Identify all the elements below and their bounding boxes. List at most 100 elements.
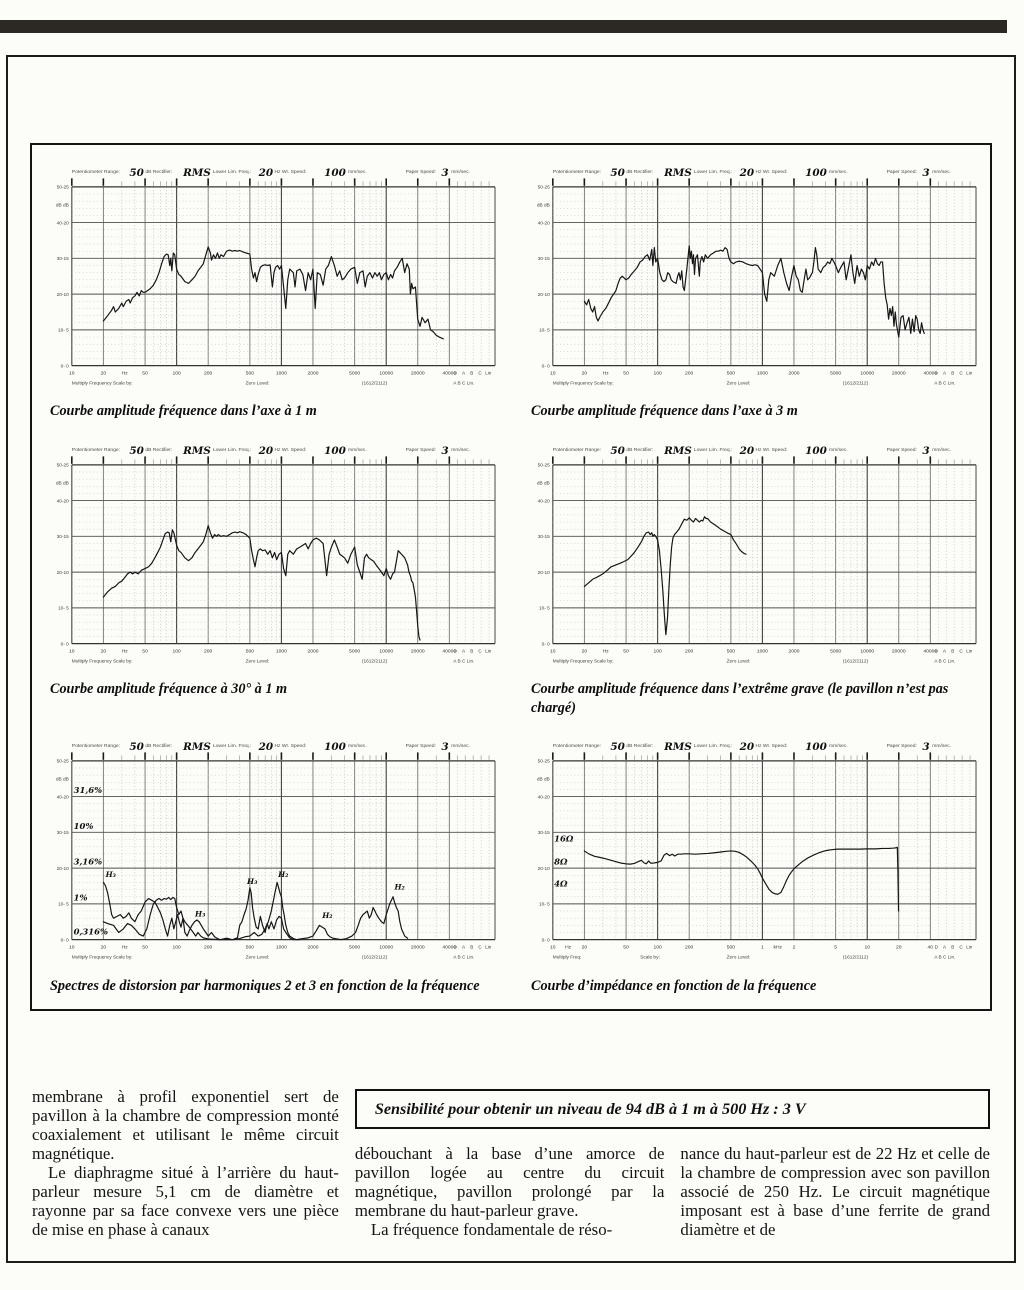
article-text: membrane à profil exponentiel sert de pa…: [32, 1087, 990, 1239]
svg-text:50-25: 50-25: [57, 462, 70, 468]
svg-text:mm/sec.: mm/sec.: [451, 169, 470, 175]
svg-text:2000: 2000: [788, 371, 799, 377]
svg-text:10000: 10000: [379, 371, 393, 377]
svg-text:20: 20: [258, 741, 274, 753]
svg-text:5000: 5000: [349, 945, 360, 951]
svg-text:200: 200: [204, 648, 213, 654]
svg-text:Zero Level:: Zero Level:: [246, 955, 270, 961]
svg-text:30-15: 30-15: [57, 256, 70, 262]
svg-text:50-25: 50-25: [538, 185, 551, 191]
chart-plot-on-axis-3m: Potentiometer Range: 50 dB Rectifier: RMS Lo…: [537, 167, 977, 387]
svg-text:30-15: 30-15: [538, 830, 551, 836]
svg-text:100: 100: [172, 945, 181, 951]
svg-text:100: 100: [324, 167, 347, 179]
svg-text:RMS: RMS: [182, 741, 211, 753]
top-divider-bar: [0, 20, 1007, 33]
svg-text:40: 40: [928, 945, 934, 951]
svg-text:(1612/2112): (1612/2112): [843, 955, 869, 961]
chart-frequency-response-30deg-1m: Potentiometer Range: 50 dB Rectifier: RMS Lo…: [42, 439, 499, 717]
svg-text:10: 10: [69, 648, 75, 654]
svg-text:10%: 10%: [74, 821, 94, 831]
svg-text:D: D: [454, 648, 458, 653]
svg-text:B: B: [470, 648, 473, 653]
svg-text:Paper Speed:: Paper Speed:: [887, 743, 917, 749]
svg-text:200: 200: [685, 648, 694, 654]
svg-text:200: 200: [204, 371, 213, 377]
svg-text:20-10: 20-10: [57, 570, 70, 576]
chart-plot-distortion: Potentiometer Range: 50 dB Rectifier: RMS Lo…: [56, 741, 496, 961]
svg-text:C: C: [478, 371, 482, 376]
svg-text:10: 10: [550, 371, 556, 377]
svg-text:Lin: Lin: [966, 371, 973, 376]
svg-text:40-20: 40-20: [538, 498, 551, 504]
svg-text:10- 5: 10- 5: [539, 902, 550, 908]
svg-text:50: 50: [129, 445, 144, 457]
svg-text:A: A: [462, 648, 466, 653]
chart-caption: Courbe amplitude fréquence dans l’axe à …: [50, 403, 317, 420]
svg-text:Multiply Frequency Scale by:: Multiply Frequency Scale by:: [72, 658, 133, 664]
chart-plot-low-end: Potentiometer Range: 50 dB Rectifier: RMS Lo…: [537, 445, 977, 664]
svg-text:Lin: Lin: [485, 648, 492, 653]
svg-text:1000: 1000: [276, 371, 287, 377]
svg-text:50: 50: [623, 648, 629, 654]
svg-text:RMS: RMS: [663, 167, 692, 179]
svg-text:10000: 10000: [860, 648, 874, 654]
svg-text:mm/sec.: mm/sec.: [829, 169, 848, 175]
svg-text:A: A: [943, 945, 947, 950]
svg-text:H₃: H₃: [246, 877, 258, 886]
svg-text:Lower Lim. Freq.:: Lower Lim. Freq.:: [213, 743, 252, 749]
svg-text:dB dB: dB dB: [56, 480, 69, 486]
svg-text:1000: 1000: [276, 945, 287, 951]
svg-text:B: B: [951, 945, 954, 950]
svg-text:3: 3: [441, 445, 448, 457]
svg-text:H₂: H₂: [394, 883, 406, 892]
svg-text:50: 50: [610, 741, 625, 753]
chart-impedance-curve: Potentiometer Range: 50 dB Rectifier: RMS Lo…: [523, 735, 980, 995]
chart-plot-on-axis-1m: Potentiometer Range: 50 dB Rectifier: RMS Lo…: [56, 167, 496, 387]
svg-text:50: 50: [129, 167, 144, 179]
svg-text:200: 200: [685, 945, 694, 951]
svg-text:100: 100: [324, 741, 347, 753]
svg-text:Paper Speed:: Paper Speed:: [406, 447, 436, 453]
svg-text:20: 20: [258, 167, 274, 179]
svg-text:H₂: H₂: [277, 870, 289, 879]
svg-text:3: 3: [441, 167, 448, 179]
svg-text:0- 0: 0- 0: [542, 363, 551, 369]
svg-text:3: 3: [441, 741, 448, 753]
svg-text:20: 20: [582, 371, 588, 377]
svg-text:Zero Level:: Zero Level:: [727, 658, 751, 664]
svg-text:31,6%: 31,6%: [74, 785, 103, 795]
svg-text:A B C Lin.: A B C Lin.: [934, 955, 955, 961]
svg-text:100: 100: [805, 741, 828, 753]
svg-text:40-20: 40-20: [57, 794, 70, 800]
svg-text:200: 200: [685, 371, 694, 377]
svg-text:50: 50: [142, 371, 148, 377]
svg-text:3,16%: 3,16%: [74, 857, 103, 867]
svg-text:H₂: H₂: [321, 911, 333, 920]
svg-text:dB dB: dB dB: [537, 480, 550, 486]
svg-text:mm/sec.: mm/sec.: [932, 447, 951, 453]
svg-text:C: C: [478, 648, 482, 653]
sensitivity-note-box: Sensibilité pour obtenir un niveau de 94…: [354, 1089, 990, 1129]
svg-text:50: 50: [142, 648, 148, 654]
paragraph: membrane à profil exponentiel sert de pa…: [32, 1087, 339, 1163]
svg-text:A B C Lin.: A B C Lin.: [453, 658, 474, 664]
svg-text:30-15: 30-15: [57, 534, 70, 540]
svg-text:Hz: Hz: [603, 648, 610, 654]
svg-text:Hz Wr. Speed:: Hz Wr. Speed:: [274, 447, 306, 453]
svg-text:1%: 1%: [74, 893, 88, 903]
text-column-1: membrane à profil exponentiel sert de pa…: [32, 1087, 339, 1239]
svg-text:B: B: [470, 945, 473, 950]
svg-text:RMS: RMS: [182, 445, 211, 457]
svg-text:5000: 5000: [349, 371, 360, 377]
svg-text:1000: 1000: [276, 648, 287, 654]
svg-text:Hz: Hz: [565, 945, 572, 951]
svg-text:3: 3: [922, 445, 929, 457]
svg-text:(1612/2112): (1612/2112): [843, 658, 869, 664]
svg-text:0- 0: 0- 0: [61, 641, 70, 647]
svg-text:dB Rectifier:: dB Rectifier:: [145, 447, 172, 453]
svg-text:20: 20: [739, 445, 755, 457]
svg-text:dB Rectifier:: dB Rectifier:: [626, 169, 653, 175]
svg-text:Hz Wr. Speed:: Hz Wr. Speed:: [755, 743, 787, 749]
svg-text:mm/sec.: mm/sec.: [348, 743, 367, 749]
